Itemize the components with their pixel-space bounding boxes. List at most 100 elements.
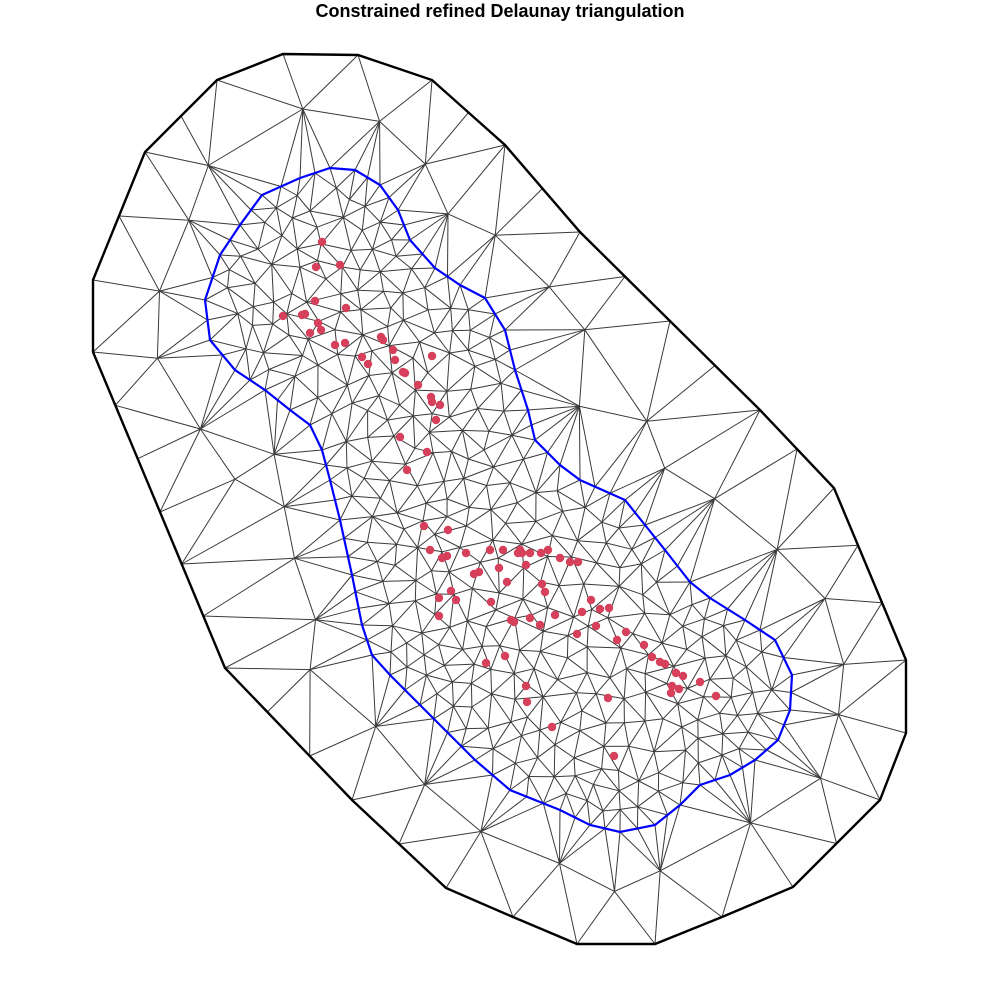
mesh-edge — [347, 556, 378, 563]
mesh-edge — [462, 649, 475, 665]
mesh-edge — [252, 306, 254, 326]
mesh-edge — [159, 277, 213, 292]
mesh-edge — [364, 177, 368, 207]
mesh-edge — [340, 266, 343, 294]
mesh-edge — [605, 527, 620, 544]
mesh-edge — [347, 541, 368, 558]
mesh-edge — [472, 588, 497, 611]
data-point — [446, 586, 456, 596]
mesh-edge — [367, 121, 381, 178]
data-point — [443, 525, 453, 535]
mesh-edge — [557, 672, 588, 681]
mesh-edge — [631, 524, 646, 550]
mesh-edge — [216, 79, 303, 110]
mesh-edge — [380, 221, 405, 226]
mesh-edge — [579, 710, 583, 731]
mesh-edge — [426, 664, 445, 676]
mesh-edge — [473, 646, 483, 665]
data-point — [278, 311, 288, 321]
mesh-edge — [790, 663, 844, 693]
mesh-edge — [618, 527, 633, 550]
mesh-edge — [471, 693, 492, 708]
mesh-edge — [646, 421, 666, 469]
mesh-edge — [725, 640, 737, 657]
mesh-edge — [414, 600, 423, 634]
mesh-edge — [245, 348, 251, 381]
mesh-edge — [459, 539, 494, 548]
mesh-edge — [203, 615, 316, 621]
mesh-edge — [421, 614, 436, 634]
mesh-edge — [774, 598, 826, 641]
mesh-edge — [264, 369, 270, 391]
mesh-edge — [446, 391, 450, 418]
mesh-edge — [448, 561, 481, 573]
data-point — [427, 351, 437, 361]
mesh-edge — [399, 389, 416, 406]
mesh-edge — [752, 689, 772, 693]
mesh-edge — [292, 210, 311, 219]
mesh-edge — [531, 607, 548, 616]
mesh-edge — [609, 668, 627, 679]
mesh-edge — [466, 588, 473, 621]
mesh-edge — [264, 207, 277, 223]
data-point — [494, 563, 504, 573]
mesh-edge — [449, 352, 476, 367]
mesh-edge — [527, 716, 541, 731]
mesh-edge — [750, 777, 821, 824]
mesh-edge — [704, 608, 728, 620]
mesh-edge — [318, 311, 341, 322]
mesh-edge — [237, 313, 253, 326]
mesh-edge — [357, 289, 384, 292]
mesh-edge — [362, 326, 388, 336]
data-point — [603, 693, 613, 703]
mesh-edge — [428, 432, 434, 453]
mesh-edge — [759, 629, 763, 652]
mesh-edge — [271, 264, 275, 303]
mesh-edge — [453, 683, 472, 707]
mesh-edge — [346, 460, 373, 469]
mesh-edge — [542, 776, 555, 804]
mesh-edge — [302, 338, 309, 356]
mesh-edge — [514, 598, 524, 619]
mesh-edge — [714, 409, 761, 499]
mesh-edge — [341, 266, 359, 291]
mesh-edge — [394, 564, 417, 581]
mesh-edge — [351, 574, 383, 582]
mesh-edge — [565, 793, 576, 818]
mesh-edge — [403, 520, 424, 530]
mesh-edge — [584, 507, 603, 523]
mesh-edge — [294, 556, 349, 559]
mesh-edge — [289, 397, 319, 411]
mesh-edge — [309, 210, 318, 228]
mesh-edge — [389, 651, 392, 676]
mesh-edge — [434, 330, 453, 334]
mesh-edge — [467, 349, 496, 360]
mesh-edge — [451, 681, 454, 707]
mesh-edge — [624, 720, 646, 724]
mesh-edge — [441, 547, 461, 553]
data-point — [363, 359, 373, 369]
mesh-edge — [738, 748, 756, 761]
mesh-edge — [424, 112, 469, 165]
mesh-edge — [257, 222, 266, 250]
mesh-edge — [484, 235, 496, 299]
mesh-edge — [345, 410, 369, 442]
mesh-edge — [586, 784, 594, 801]
mesh-edge — [623, 722, 630, 747]
mesh-edge — [470, 366, 476, 390]
mesh-edge — [434, 332, 450, 354]
mesh-edge — [477, 382, 502, 409]
data-point — [535, 620, 545, 630]
mesh-edge — [424, 745, 462, 785]
mesh-edge — [372, 516, 397, 545]
mesh-edge — [548, 286, 586, 331]
mesh-edge — [697, 737, 723, 756]
mesh-edge — [199, 369, 236, 430]
mesh-edge — [257, 248, 273, 265]
mesh-edge — [434, 534, 443, 552]
mesh-edge — [419, 341, 429, 373]
mesh-edge — [623, 698, 646, 722]
mesh-edge — [548, 231, 581, 288]
mesh-edge — [824, 598, 883, 604]
mesh-edge — [543, 630, 569, 637]
